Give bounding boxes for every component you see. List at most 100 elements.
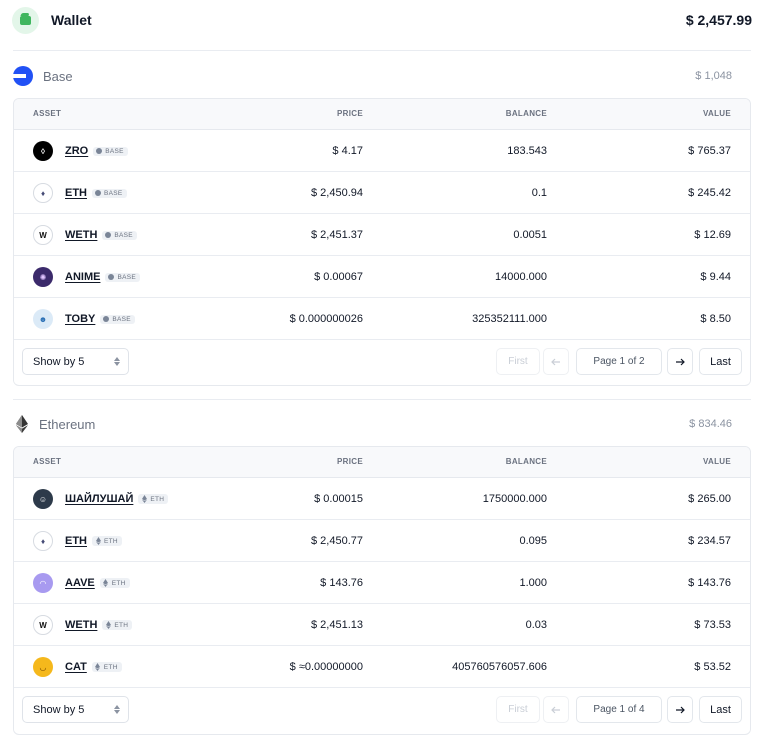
base-network-icon [105, 232, 112, 238]
table-row[interactable]: ♦ ETH BASE $ 2,450.94 0.1 $ 245.42 [14, 172, 750, 214]
page-indicator: Page 1 of 2 [576, 348, 662, 375]
wallet-icon [12, 6, 39, 34]
price-cell: $ 143.76 [320, 577, 363, 589]
value-cell: $ 9.44 [700, 271, 731, 283]
token-symbol-link[interactable]: WETH [65, 619, 98, 631]
network-badge-label: ETH [150, 495, 165, 503]
token-symbol-link[interactable]: ETH [65, 535, 87, 547]
network-badge-label: ETH [111, 579, 126, 587]
assets-table-ethereum: ASSET PRICE BALANCE VALUE ☺ ШАЙЛУШАЙ ETH $ … [13, 446, 751, 735]
previous-page-button[interactable] [543, 696, 569, 723]
token-symbol-link[interactable]: ETH [65, 187, 87, 199]
asset-cell: ☻ TOBY BASE [33, 298, 135, 340]
previous-page-button[interactable] [543, 348, 569, 375]
column-header-asset: ASSET [33, 109, 62, 118]
value-cell: $ 265.00 [688, 493, 731, 505]
column-header-price: PRICE [337, 457, 363, 466]
network-badge-label: BASE [105, 147, 124, 155]
show-by-select[interactable]: Show by 5 [22, 696, 129, 723]
next-page-button[interactable] [667, 696, 693, 723]
table-row[interactable]: ◊ ZRO BASE $ 4.17 183.543 $ 765.37 [14, 130, 750, 172]
pagination-bar: Show by 5 First Page 1 of 4 Last [14, 688, 750, 732]
base-network-icon [96, 148, 103, 154]
token-symbol-link[interactable]: TOBY [65, 313, 96, 325]
value-cell: $ 765.37 [688, 145, 731, 157]
network-name: Base [43, 68, 73, 84]
asset-cell: ◠ AAVE ETH [33, 562, 130, 604]
network-badge: BASE [100, 314, 135, 324]
arrow-left-icon [551, 358, 560, 365]
table-row[interactable]: ◠ AAVE ETH $ 143.76 1.000 $ 143.76 [14, 562, 750, 604]
table-row[interactable]: ◡ CAT ETH $ ≈0.00000000 405760576057.606 $ 53… [14, 646, 750, 688]
token-logo-icon: ☻ [33, 309, 53, 329]
price-cell: $ 2,450.77 [311, 535, 363, 547]
balance-cell: 183.543 [507, 145, 547, 157]
column-header-balance: BALANCE [505, 457, 547, 466]
table-row[interactable]: W WETH BASE $ 2,451.37 0.0051 $ 12.69 [14, 214, 750, 256]
first-page-button[interactable]: First [496, 348, 540, 375]
token-symbol-link[interactable]: WETH [65, 229, 98, 241]
network-badge-label: ETH [114, 621, 129, 629]
network-badge-label: BASE [104, 189, 123, 197]
network-title-ethereum: Ethereum [13, 414, 95, 434]
ethereum-logo-icon [13, 414, 31, 434]
network-badge-label: BASE [114, 231, 133, 239]
table-row[interactable]: W WETH ETH $ 2,451.13 0.03 $ 73.53 [14, 604, 750, 646]
table-header: ASSET PRICE BALANCE VALUE [14, 447, 750, 478]
next-page-button[interactable] [667, 348, 693, 375]
token-symbol-link[interactable]: ANIME [65, 271, 101, 283]
token-logo-icon: ◠ [33, 573, 53, 593]
value-cell: $ 245.42 [688, 187, 731, 199]
price-cell: $ 0.00067 [314, 271, 363, 283]
token-logo-icon: ◊ [33, 141, 53, 161]
balance-cell: 0.03 [525, 619, 547, 631]
network-badge: BASE [102, 230, 137, 240]
price-cell: $ ≈0.00000000 [289, 661, 363, 673]
price-cell: $ 2,450.94 [311, 187, 363, 199]
first-page-button[interactable]: First [496, 696, 540, 723]
network-badge: BASE [92, 188, 127, 198]
token-symbol-link[interactable]: CAT [65, 661, 87, 673]
balance-cell: 0.1 [531, 187, 547, 199]
network-title-base: Base [12, 66, 73, 86]
balance-cell: 1750000.000 [482, 493, 547, 505]
balance-cell: 0.0051 [513, 229, 547, 241]
table-row[interactable]: ☻ TOBY BASE $ 0.000000026 325352111.000 $ 8.5… [14, 298, 750, 340]
price-cell: $ 0.00015 [314, 493, 363, 505]
network-header-base: Base $ 1,048 [12, 65, 752, 87]
table-row[interactable]: ✺ ANIME BASE $ 0.00067 14000.000 $ 9.44 [14, 256, 750, 298]
network-badge-label: ETH [104, 537, 118, 545]
column-header-balance: BALANCE [505, 109, 547, 118]
table-row[interactable]: ♦ ETH ETH $ 2,450.77 0.095 $ 234.57 [14, 520, 750, 562]
table-row[interactable]: ☺ ШАЙЛУШАЙ ETH $ 0.00015 1750000.000 $ 265.00 [14, 478, 750, 520]
balance-cell: 325352111.000 [472, 313, 547, 325]
ethereum-network-icon [95, 537, 101, 545]
ethereum-network-icon [141, 495, 147, 503]
network-badge: ETH [99, 578, 130, 588]
network-badge: ETH [102, 620, 133, 630]
arrow-right-icon [676, 706, 685, 713]
token-symbol-link[interactable]: ШАЙЛУШАЙ [65, 493, 134, 505]
network-badge-label: BASE [117, 273, 136, 281]
divider [13, 399, 751, 400]
table-header: ASSET PRICE BALANCE VALUE [14, 99, 750, 130]
asset-cell: ♦ ETH ETH [33, 520, 122, 562]
ethereum-network-icon [105, 621, 111, 629]
wallet-total-value: $ 2,457.99 [685, 12, 752, 28]
last-page-button[interactable]: Last [699, 696, 742, 723]
token-logo-icon: ♦ [33, 183, 53, 203]
base-network-icon [103, 316, 110, 322]
value-cell: $ 143.76 [688, 577, 731, 589]
token-symbol-link[interactable]: ZRO [65, 145, 89, 157]
divider [13, 50, 751, 51]
price-cell: $ 0.000000026 [289, 313, 363, 325]
network-badge: BASE [93, 146, 128, 156]
value-cell: $ 73.53 [694, 619, 731, 631]
ethereum-network-icon [95, 663, 101, 671]
token-symbol-link[interactable]: AAVE [65, 577, 95, 589]
network-total-value: $ 1,048 [695, 70, 732, 82]
show-by-select[interactable]: Show by 5 [22, 348, 129, 375]
show-by-value: Show by 5 [33, 355, 85, 368]
last-page-button[interactable]: Last [699, 348, 742, 375]
token-logo-icon: ◡ [33, 657, 53, 677]
